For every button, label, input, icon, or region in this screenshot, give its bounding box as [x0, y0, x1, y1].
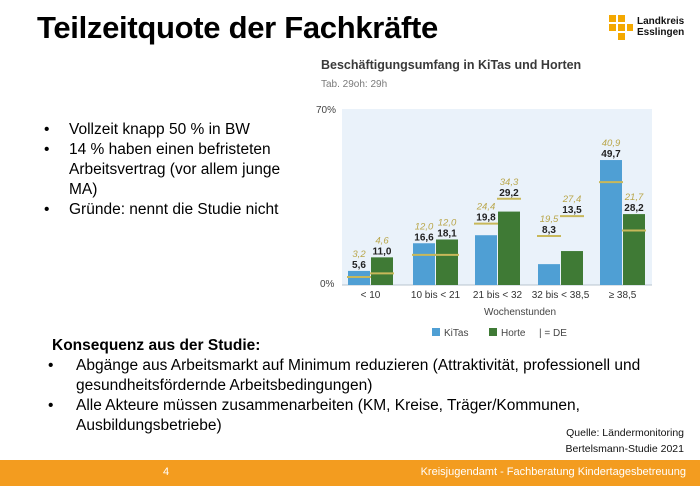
y-tick-label: 0% [320, 279, 335, 290]
category-label: ≥ 38,5 [609, 290, 637, 301]
data-label: 19,8 [476, 213, 496, 224]
data-label: 5,6 [352, 260, 366, 271]
kitas-bar [348, 270, 370, 285]
horte-bar [498, 211, 520, 285]
data-label: 29,2 [499, 188, 519, 199]
category-label: < 10 [361, 290, 381, 301]
footer-bar: 4 Kreisjugendamt - Fachberatung Kinderta… [0, 460, 700, 486]
horte-bar [623, 214, 645, 285]
de-label: 40,9 [602, 138, 621, 149]
page-number: 4 [163, 466, 170, 478]
legend-kitas-swatch [432, 328, 440, 336]
logo-mark-icon [609, 15, 633, 41]
de-label: 34,3 [500, 177, 519, 188]
horte-bar [371, 257, 393, 285]
kitas-bar [538, 264, 560, 285]
data-label: 18,1 [437, 228, 457, 239]
de-label: 24,4 [476, 202, 496, 213]
category-label: 32 bis < 38,5 [532, 290, 590, 301]
data-label: 8,3 [542, 225, 556, 236]
source-line2: Bertelsmann-Studie 2021 [565, 443, 685, 455]
key-facts-list: Vollzeit knapp 50 % in BW 14 % haben ein… [44, 120, 304, 220]
logo-text-line1: Landkreis [637, 16, 685, 27]
logo-text-line2: Esslingen [637, 27, 685, 38]
consequence-heading: Konsequenz aus der Studie: [52, 337, 261, 354]
y-tick-label: 70% [316, 105, 336, 116]
legend-horte-swatch [489, 328, 497, 336]
chart-title: Beschäftigungsumfang in KiTas und Horten [321, 58, 582, 72]
data-label: 11,0 [373, 246, 392, 257]
horte-bar [436, 239, 458, 285]
legend-label: KiTas [444, 328, 468, 339]
de-label: 3,2 [352, 249, 366, 260]
bullet-item: Vollzeit knapp 50 % in BW [44, 120, 304, 140]
slide-title: Teilzeitquote der Fachkräfte [37, 10, 439, 45]
employment-chart: Beschäftigungsumfang in KiTas und Horten… [312, 52, 660, 342]
source-note: Quelle: Ländermonitoring Bertelsmann-Stu… [566, 425, 685, 457]
legend-label: | = DE [539, 328, 567, 339]
consequence-list: Abgänge aus Arbeitsmarkt auf Minimum red… [48, 356, 652, 436]
footer-department: Kreisjugendamt - Fachberatung Kindertage… [420, 466, 686, 478]
consequence-section: Konsequenz aus der Studie: Abgänge aus A… [48, 336, 652, 436]
bullet-item: 14 % haben einen befristeten Arbeitsvert… [44, 140, 304, 200]
category-label: 10 bis < 21 [411, 290, 461, 301]
data-label: 49,7 [601, 149, 621, 160]
data-label: 13,5 [562, 205, 582, 216]
category-label: 21 bis < 32 [473, 290, 523, 301]
de-label: 12,0 [415, 221, 434, 232]
kitas-bar [600, 160, 622, 285]
consequence-item: Abgänge aus Arbeitsmarkt auf Minimum red… [48, 356, 652, 396]
chart-subtitle: Tab. 29oh: 29h [321, 79, 388, 90]
de-label: 19,5 [540, 214, 559, 225]
kitas-bar [475, 235, 497, 285]
landkreis-logo: Landkreis Esslingen [609, 15, 695, 41]
data-label: 16,6 [414, 232, 434, 243]
de-label: 27,4 [562, 194, 582, 205]
horte-bar [561, 251, 583, 285]
source-line1: Quelle: Ländermonitoring [566, 427, 684, 439]
chart-plot: 70%0%5,63,2 11,04,6< 1016,612,018,112,010… [316, 105, 652, 339]
consequence-item: Alle Akteure müssen zusammenarbeiten (KM… [48, 396, 652, 436]
bullet-item: Gründe: nennt die Studie nicht [44, 200, 304, 220]
data-label: 28,2 [624, 203, 644, 214]
de-label: 21,7 [624, 192, 644, 203]
de-label: 12,0 [438, 217, 457, 228]
kitas-bar [413, 243, 435, 285]
x-axis-title: Wochenstunden [484, 307, 556, 318]
de-label: 4,6 [375, 235, 389, 246]
legend-label: Horte [501, 328, 526, 339]
